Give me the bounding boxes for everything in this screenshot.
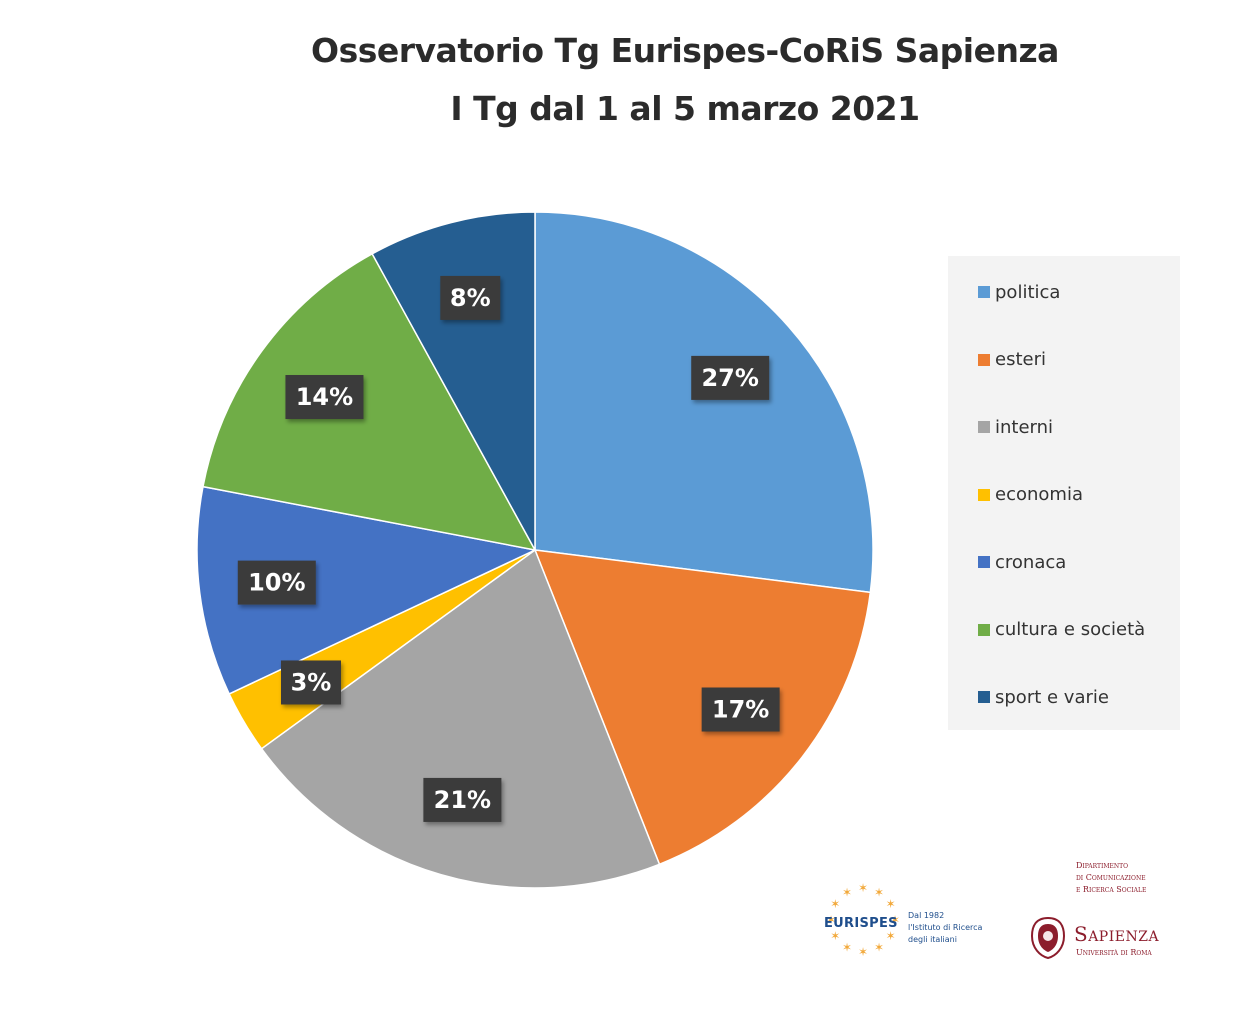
star-icon: ✶ bbox=[890, 913, 900, 927]
data-label-box bbox=[285, 375, 364, 420]
eurispes-tagline: Dal 1982 l'Istituto di Ricerca degli ita… bbox=[908, 910, 998, 946]
legend-swatch bbox=[978, 286, 990, 298]
legend-item: cultura e società bbox=[978, 618, 1145, 642]
legend-label: sport e varie bbox=[995, 686, 1109, 708]
department-line: Dipartimento bbox=[1076, 861, 1129, 870]
data-label-text: 10% bbox=[248, 569, 305, 597]
legend-item: interni bbox=[978, 415, 1053, 439]
sapienza-subtitle: Università di Roma bbox=[1076, 948, 1152, 957]
data-label-box bbox=[280, 660, 341, 705]
pie-slice-cronaca bbox=[196, 485, 538, 695]
data-label: 3% bbox=[280, 660, 341, 705]
legend-item: sport e varie bbox=[978, 685, 1109, 709]
department-line: di Comunicazione bbox=[1076, 873, 1146, 882]
data-label: 17% bbox=[701, 687, 780, 732]
department-name: Dipartimento di Comunicazione e Ricerca … bbox=[1076, 860, 1186, 896]
department-line: e Ricerca Sociale bbox=[1076, 885, 1147, 894]
data-label-text: 3% bbox=[291, 668, 332, 696]
legend-label: esteri bbox=[995, 349, 1046, 370]
chart-title-line-2: I Tg dal 1 al 5 marzo 2021 bbox=[450, 89, 920, 128]
data-label-box bbox=[701, 687, 780, 732]
sapienza-wordmark: Sapienza bbox=[1074, 922, 1160, 946]
legend-swatch bbox=[978, 421, 990, 433]
data-label-text: 14% bbox=[296, 383, 353, 411]
data-label-text: 17% bbox=[712, 696, 769, 724]
star-icon: ✶ bbox=[858, 881, 868, 895]
chart-title-line-1: Osservatorio Tg Eurispes-CoRiS Sapienza bbox=[311, 31, 1059, 70]
star-icon: ✶ bbox=[830, 929, 840, 943]
data-label: 10% bbox=[237, 560, 316, 605]
data-label: 27% bbox=[691, 355, 770, 400]
star-icon: ✶ bbox=[842, 885, 852, 899]
data-label-box bbox=[440, 275, 501, 320]
star-icon: ✶ bbox=[886, 897, 896, 911]
data-label-box bbox=[691, 355, 770, 400]
star-icon: ✶ bbox=[842, 941, 852, 955]
legend-swatch bbox=[978, 488, 990, 501]
data-label: 14% bbox=[285, 375, 364, 420]
legend-item: cronaca bbox=[978, 550, 1066, 574]
star-icon: ✶ bbox=[886, 929, 896, 943]
legend-swatch bbox=[978, 556, 990, 568]
pie-slice-politica bbox=[534, 211, 874, 594]
sapienza-seal-icon bbox=[1030, 916, 1066, 960]
chart-title: Osservatorio Tg Eurispes-CoRiS Sapienza … bbox=[0, 22, 1256, 138]
star-icon: ✶ bbox=[858, 945, 868, 959]
eurispes-stars-icon: ✶✶✶✶✶✶✶✶✶ ✶ ✶✶ bbox=[826, 881, 900, 959]
star-icon: ✶ bbox=[830, 897, 840, 911]
eurispes-tagline-line: l'Istituto di Ricerca bbox=[908, 923, 983, 932]
legend-swatch bbox=[978, 353, 990, 366]
star-icon: ✶ bbox=[826, 913, 836, 927]
data-label-text: 8% bbox=[450, 284, 491, 312]
eurispes-tagline-line: degli italiani bbox=[908, 935, 957, 944]
legend-swatch bbox=[978, 691, 990, 703]
legend-label: cronaca bbox=[995, 551, 1067, 573]
sapienza-logo: Dipartimento di Comunicazione e Ricerca … bbox=[1030, 860, 1180, 970]
data-label-text: 21% bbox=[434, 786, 491, 814]
pie-slice-interni bbox=[260, 548, 661, 889]
data-label: 21% bbox=[423, 777, 502, 822]
eurispes-logo: ✶ ✶ ✶ ✶ ✶ ✶ ✶ ✶ ✶ ✶ ✶ ✶ EURISPES Dal 1982 l'Istitut… bbox=[818, 880, 998, 960]
data-label-box bbox=[423, 777, 502, 822]
pie-slice-cultura-e-società bbox=[202, 252, 537, 552]
legend-label: cultura e società bbox=[995, 619, 1146, 640]
legend-label: interni bbox=[995, 416, 1054, 438]
data-label: 8% bbox=[440, 275, 501, 320]
data-label-box bbox=[237, 560, 316, 605]
legend-swatch bbox=[978, 623, 990, 636]
chart-legend: politica esteri interni economia cronaca cult… bbox=[948, 256, 1180, 730]
eurispes-tagline-line: Dal 1982 bbox=[908, 911, 945, 920]
star-icon: ✶ bbox=[874, 941, 884, 955]
legend-item: economia bbox=[978, 483, 1083, 507]
legend-label: economia bbox=[995, 484, 1083, 505]
star-icon: ✶ bbox=[874, 885, 884, 899]
legend-label: politica bbox=[995, 281, 1061, 303]
legend-item: politica bbox=[978, 280, 1060, 304]
legend-item: esteri bbox=[978, 348, 1046, 372]
data-label-text: 27% bbox=[701, 364, 758, 392]
eurispes-wordmark: EURISPES bbox=[824, 916, 898, 931]
